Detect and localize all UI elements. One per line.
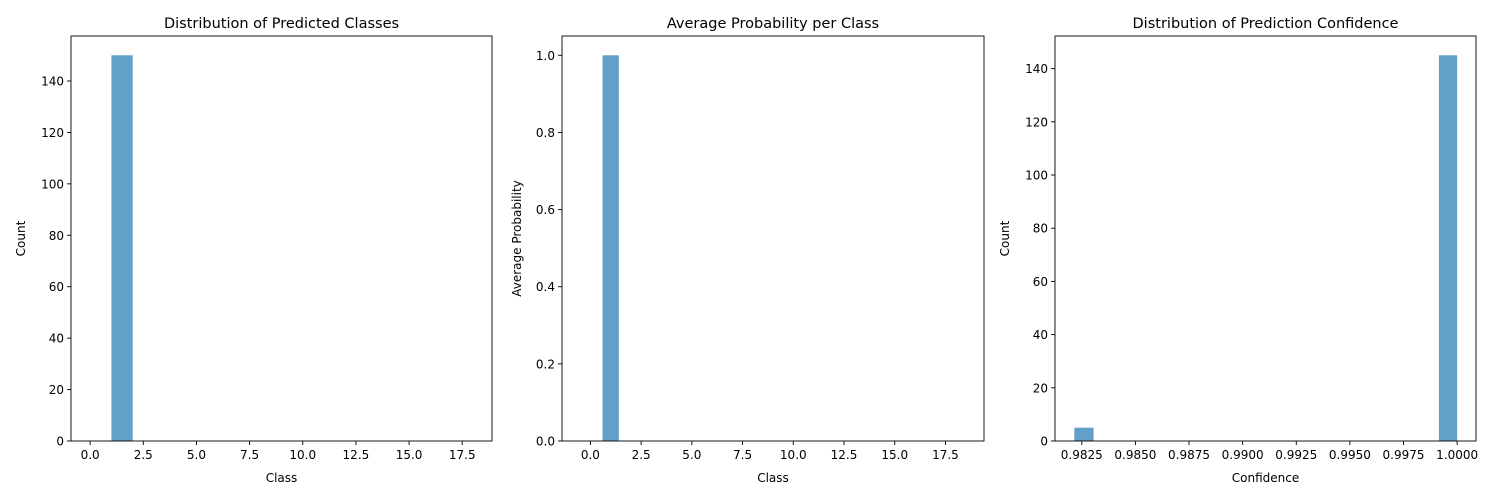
x-tick-label: 0.9825 [1061,448,1103,462]
x-tick-label: 7.5 [240,448,259,462]
x-tick-label: 0.0 [81,448,100,462]
y-axis-label: Average Probability [510,180,524,297]
chart-title: Distribution of Prediction Confidence [1133,16,1399,32]
x-axis-ticks: 0.0 2.5 5.0 7.5 10.0 12.5 15.0 17.5 [81,441,476,462]
y-axis-label: Count [14,220,28,256]
y-axis-ticks: 0 20 40 60 80 100 120 140 [41,75,71,449]
x-tick-label: 2.5 [134,448,153,462]
x-tick-label: 17.5 [932,448,959,462]
x-tick-label: 2.5 [632,448,651,462]
y-tick-label: 1.0 [536,49,555,63]
plot-frame [561,35,985,442]
y-tick-label: 80 [1033,222,1048,236]
chart-panel-average-probability: Average Probability per Class 0.0 2.5 5.0 7… [510,16,985,485]
x-tick-label: 5.0 [187,448,206,462]
plot-frame [1054,35,1477,442]
x-tick-label: 10.0 [289,448,316,462]
bars [602,55,619,442]
x-tick-label: 0.9850 [1114,448,1156,462]
y-tick-label: 100 [41,177,64,191]
chart-title: Distribution of Predicted Classes [164,16,399,32]
x-tick-label: 5.0 [682,448,701,462]
bar-0 [111,55,133,442]
bar-0 [1074,427,1094,441]
x-tick-label: 0.0 [581,448,600,462]
y-tick-label: 0.2 [536,357,555,371]
x-tick-label: 0.9875 [1168,448,1210,462]
y-tick-label: 20 [49,383,64,397]
y-tick-label: 0 [1040,435,1048,449]
y-tick-label: 0.8 [536,126,555,140]
x-axis-label: Class [266,471,298,485]
chart-panel-predicted-classes: Distribution of Predicted Classes 0.0 2.5… [14,16,493,485]
y-axis-label: Count [998,220,1012,256]
x-tick-label: 15.0 [881,448,908,462]
y-tick-label: 60 [1033,275,1048,289]
chart-title: Average Probability per Class [667,16,879,32]
y-tick-label: 0.6 [536,203,555,217]
y-tick-label: 0.0 [536,435,555,449]
x-tick-label: 0.9925 [1275,448,1317,462]
bar-0 [602,55,619,442]
y-tick-label: 20 [1033,381,1048,395]
bars [111,55,133,442]
y-tick-label: 60 [49,280,64,294]
x-axis-ticks: 0.0 2.5 5.0 7.5 10.0 12.5 15.0 17.5 [581,441,959,462]
x-tick-label: 0.9950 [1329,448,1371,462]
bar-1 [1438,55,1458,442]
x-tick-label: 12.5 [343,448,370,462]
x-tick-label: 0.9900 [1222,448,1264,462]
x-tick-label: 10.0 [780,448,807,462]
y-axis-ticks: 0.0 0.2 0.4 0.6 0.8 1.0 [536,49,562,449]
y-tick-label: 120 [41,126,64,140]
y-tick-label: 0.4 [536,280,555,294]
y-tick-label: 80 [49,229,64,243]
y-tick-label: 140 [1025,62,1048,76]
x-tick-label: 12.5 [831,448,858,462]
plot-frame [70,35,493,442]
x-axis-label: Confidence [1232,471,1299,485]
y-tick-label: 40 [49,332,64,346]
y-axis-ticks: 0 20 40 60 80 100 120 140 [1025,62,1055,449]
x-axis-ticks: 0.9825 0.9850 0.9875 0.9900 0.9925 0.9950 0.99… [1061,441,1478,462]
bars [1074,55,1458,442]
y-tick-label: 120 [1025,115,1048,129]
x-tick-label: 7.5 [733,448,752,462]
y-tick-label: 140 [41,75,64,89]
x-axis-label: Class [757,471,789,485]
y-tick-label: 100 [1025,168,1048,182]
x-tick-label: 15.0 [396,448,423,462]
chart-panel-prediction-confidence: Distribution of Prediction Confidence 0.… [998,16,1478,485]
x-tick-label: 17.5 [449,448,476,462]
x-tick-label: 1.0000 [1436,448,1478,462]
x-tick-label: 0.9975 [1383,448,1425,462]
y-tick-label: 40 [1033,328,1048,342]
y-tick-label: 0 [56,435,64,449]
